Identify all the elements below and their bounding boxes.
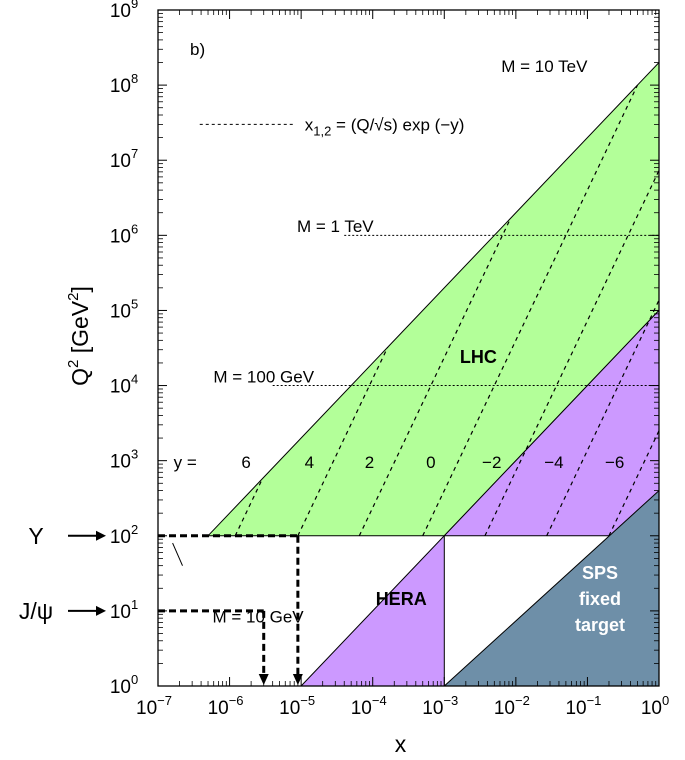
y-line-label-2: 2	[365, 453, 374, 472]
x-tick-label-2: 10−5	[279, 693, 315, 719]
y-tick-label-1: 101	[110, 597, 138, 623]
y-tick-label-4: 104	[110, 372, 138, 398]
y-tick-label-7: 107	[110, 146, 138, 172]
y-line-label-4: 4	[305, 453, 314, 472]
region-label-lhc: LHC	[460, 347, 497, 367]
y-tick-label-8: 108	[110, 71, 138, 97]
mass-label-m-100-gev: M = 100 GeV	[213, 367, 314, 386]
resonance-pointer-head-y	[96, 531, 106, 541]
y-tick-label-9: 109	[110, 0, 138, 22]
x-axis-title: x	[395, 731, 407, 757]
region-label-sps-fixed-target: SPS fixed target	[575, 563, 625, 635]
y-line-label-6: 6	[241, 453, 250, 472]
y-tick-label-6: 106	[110, 221, 138, 247]
mass-label-m-10-gev: M = 10 GeV	[212, 608, 304, 627]
y-tick-label-3: 103	[110, 447, 138, 473]
mass-10gev-pointer	[173, 543, 183, 566]
y-tick-label-5: 105	[110, 296, 138, 322]
y-line-label-4: −4	[544, 453, 563, 472]
mass-label-m-10-tev: M = 10 TeV	[501, 57, 588, 76]
x-tick-label-1: 10−6	[208, 693, 244, 719]
mass-label-m-1-tev: M = 1 TeV	[297, 217, 374, 236]
x-tick-label-6: 10−1	[565, 693, 601, 719]
region-label-hera: HERA	[376, 589, 427, 609]
panel-label: b)	[190, 40, 205, 59]
resonance-pointer-head-j	[96, 606, 106, 616]
y-tick-label-0: 100	[110, 672, 138, 698]
x-tick-label-7: 100	[641, 693, 669, 719]
x-tick-label-3: 10−4	[351, 693, 387, 719]
x-tick-label-4: 10−3	[422, 693, 458, 719]
y-rapidity-prefix: y =	[174, 453, 197, 472]
resonance-label-j: J/ψ	[19, 598, 53, 624]
resonance-label-y: Y	[28, 523, 43, 549]
y-line-label-2: −2	[482, 453, 501, 472]
y-axis-title: Q2 [GeV2]	[65, 286, 93, 386]
y-tick-label-2: 102	[110, 522, 138, 548]
x-tick-label-0: 10−7	[136, 693, 172, 719]
x-tick-label-5: 10−2	[494, 693, 530, 719]
y-line-label-0: 0	[426, 453, 435, 472]
legend-text: x1,2 = (Q/√s) exp (−y)	[305, 115, 465, 138]
y-line-label-6: −6	[605, 453, 624, 472]
